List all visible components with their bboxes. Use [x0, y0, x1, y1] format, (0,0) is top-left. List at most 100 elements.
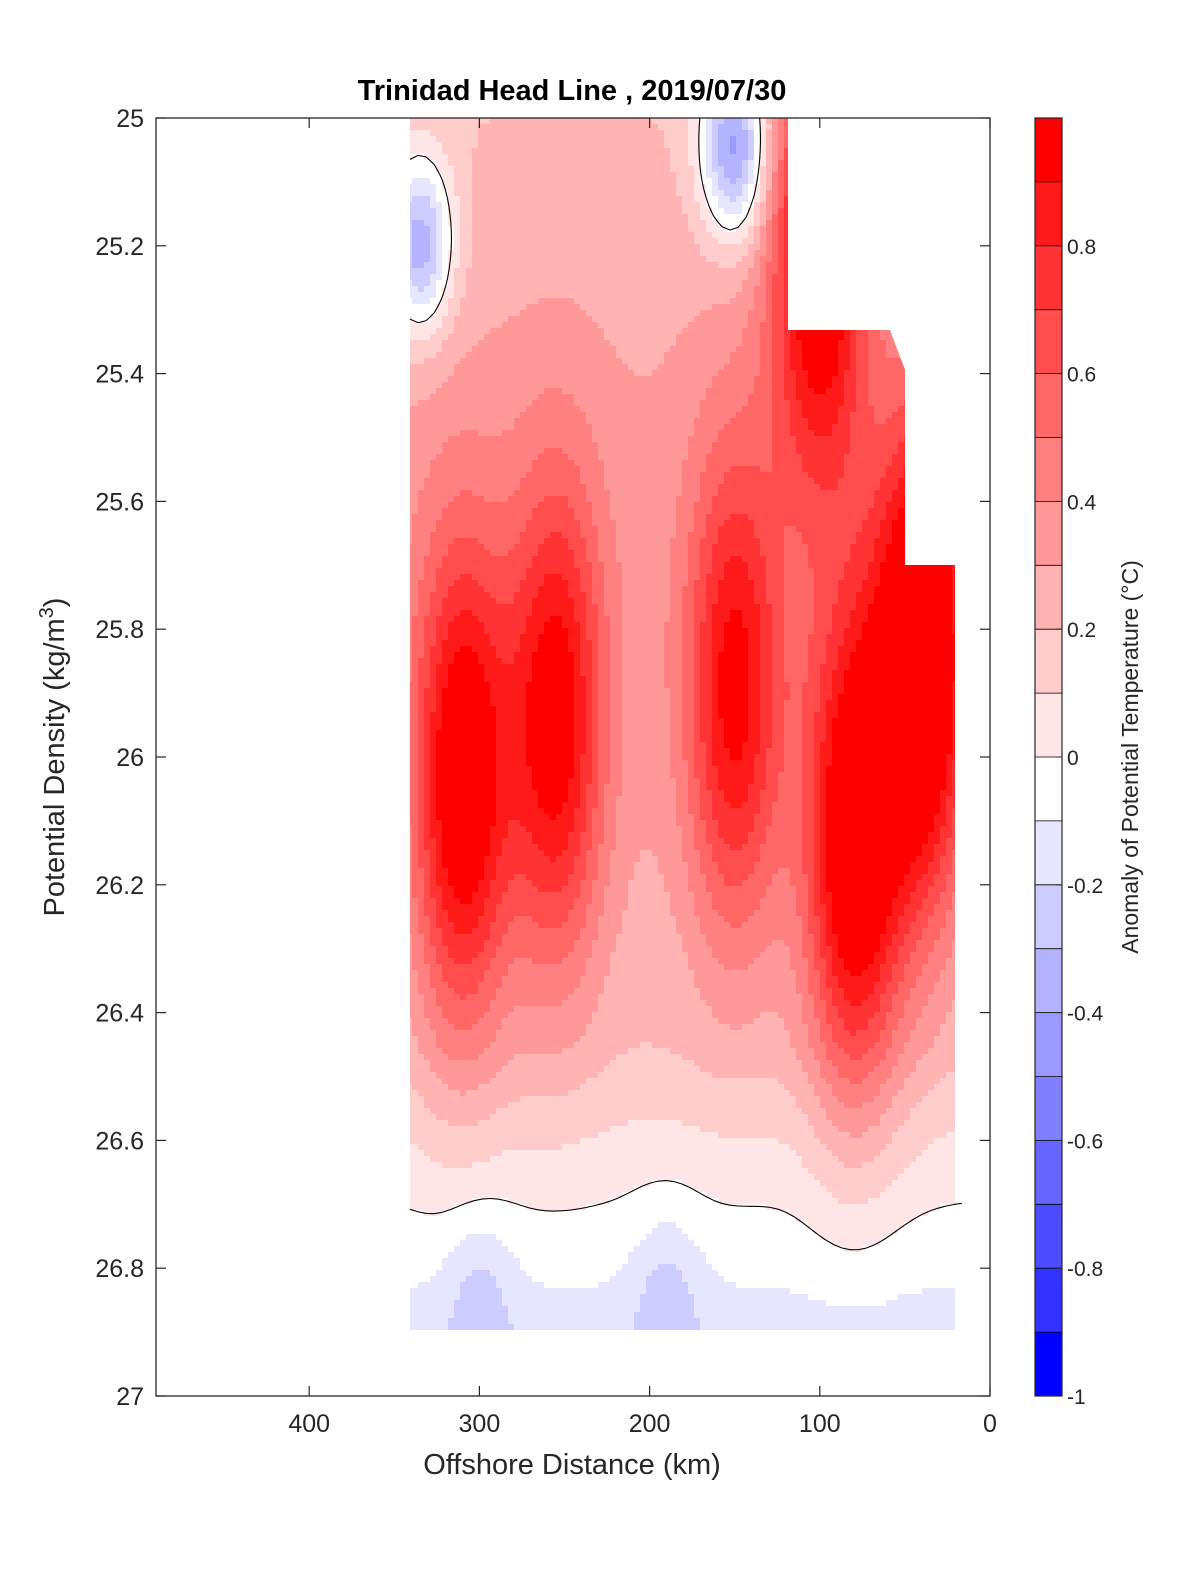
contour-cell	[430, 340, 437, 347]
contour-cell	[712, 430, 719, 437]
contour-cell	[550, 394, 557, 401]
contour-cell	[604, 274, 611, 281]
contour-cell	[640, 178, 647, 185]
contour-cell	[892, 376, 899, 383]
contour-cell	[760, 382, 767, 389]
contour-cell	[610, 172, 617, 179]
contour-cell	[412, 184, 419, 191]
contour-cell	[664, 250, 671, 257]
contour-cell	[598, 412, 605, 419]
contour-cell	[892, 364, 899, 371]
contour-cell	[526, 316, 533, 323]
contour-cell	[724, 250, 731, 257]
contour-cell	[418, 238, 425, 245]
contour-cell	[670, 382, 677, 389]
contour-cell	[568, 346, 575, 353]
contour-cell	[562, 244, 569, 251]
contour-cell	[410, 364, 413, 371]
contour-cell	[886, 364, 893, 371]
contour-cell	[544, 214, 551, 221]
contour-cell	[520, 346, 527, 353]
contour-cell	[472, 220, 479, 227]
contour-cell	[736, 304, 743, 311]
contour-cell	[748, 358, 755, 365]
contour-cell	[502, 226, 509, 233]
contour-cell	[820, 412, 827, 419]
contour-cell	[598, 136, 605, 143]
contour-cell	[778, 304, 785, 311]
contour-cell	[418, 376, 425, 383]
contour-cell	[682, 358, 689, 365]
contour-cell	[874, 358, 881, 365]
contour-cell	[766, 280, 773, 287]
contour-cell	[436, 214, 443, 221]
contour-cell	[478, 250, 485, 257]
contour-cell	[472, 418, 479, 425]
contour-cell	[826, 346, 833, 353]
contour-cell	[538, 310, 545, 317]
contour-cell	[676, 304, 683, 311]
contour-cell	[658, 244, 665, 251]
contour-cell	[418, 118, 425, 125]
contour-cell	[526, 208, 533, 215]
contour-cell	[586, 394, 593, 401]
contour-cell	[562, 406, 569, 413]
contour-cell	[742, 196, 749, 203]
contour-cell	[664, 310, 671, 317]
contour-cell	[586, 322, 593, 329]
contour-cell	[496, 238, 503, 245]
contour-cell	[430, 352, 437, 359]
contour-cell	[736, 322, 743, 329]
contour-cell	[514, 154, 521, 161]
contour-cell	[592, 346, 599, 353]
contour-cell	[502, 178, 509, 185]
contour-cell	[628, 136, 635, 143]
contour-cell	[544, 280, 551, 287]
contour-cell	[844, 412, 851, 419]
contour-cell	[784, 370, 791, 377]
contour-cell	[658, 394, 665, 401]
contour-cell	[670, 232, 677, 239]
contour-cell	[652, 340, 659, 347]
contour-cell	[574, 124, 581, 131]
contour-cell	[610, 400, 617, 407]
contour-cell	[640, 130, 647, 137]
contour-cell	[682, 364, 689, 371]
contour-cell	[724, 346, 731, 353]
contour-cell	[604, 214, 611, 221]
contour-cell	[604, 232, 611, 239]
contour-cell	[562, 346, 569, 353]
contour-cell	[586, 142, 593, 149]
contour-cell	[628, 334, 635, 341]
contour-cell	[472, 304, 479, 311]
contour-cell	[766, 190, 773, 197]
contour-cell	[784, 196, 791, 203]
contour-cell	[544, 262, 551, 269]
contour-cell	[556, 184, 563, 191]
contour-cell	[706, 304, 713, 311]
contour-cell	[562, 208, 569, 215]
contour-cell	[526, 364, 533, 371]
contour-cell	[532, 148, 539, 155]
contour-cell	[586, 202, 593, 209]
contour-cell	[454, 370, 461, 377]
contour-cell	[532, 376, 539, 383]
contour-cell	[460, 406, 467, 413]
contour-cell	[598, 124, 605, 131]
contour-cell	[760, 322, 767, 329]
contour-cell	[694, 232, 701, 239]
contour-cell	[664, 370, 671, 377]
contour-cell	[862, 358, 869, 365]
contour-cell	[730, 178, 737, 185]
contour-cell	[556, 244, 563, 251]
contour-cell	[784, 232, 791, 239]
contour-cell	[676, 160, 683, 167]
contour-cell	[508, 244, 515, 251]
contour-cell	[712, 400, 719, 407]
contour-cell	[568, 406, 575, 413]
contour-cell	[502, 388, 509, 395]
contour-cell	[718, 202, 725, 209]
contour-cell	[676, 124, 683, 131]
contour-cell	[664, 208, 671, 215]
contour-cell	[670, 118, 677, 125]
